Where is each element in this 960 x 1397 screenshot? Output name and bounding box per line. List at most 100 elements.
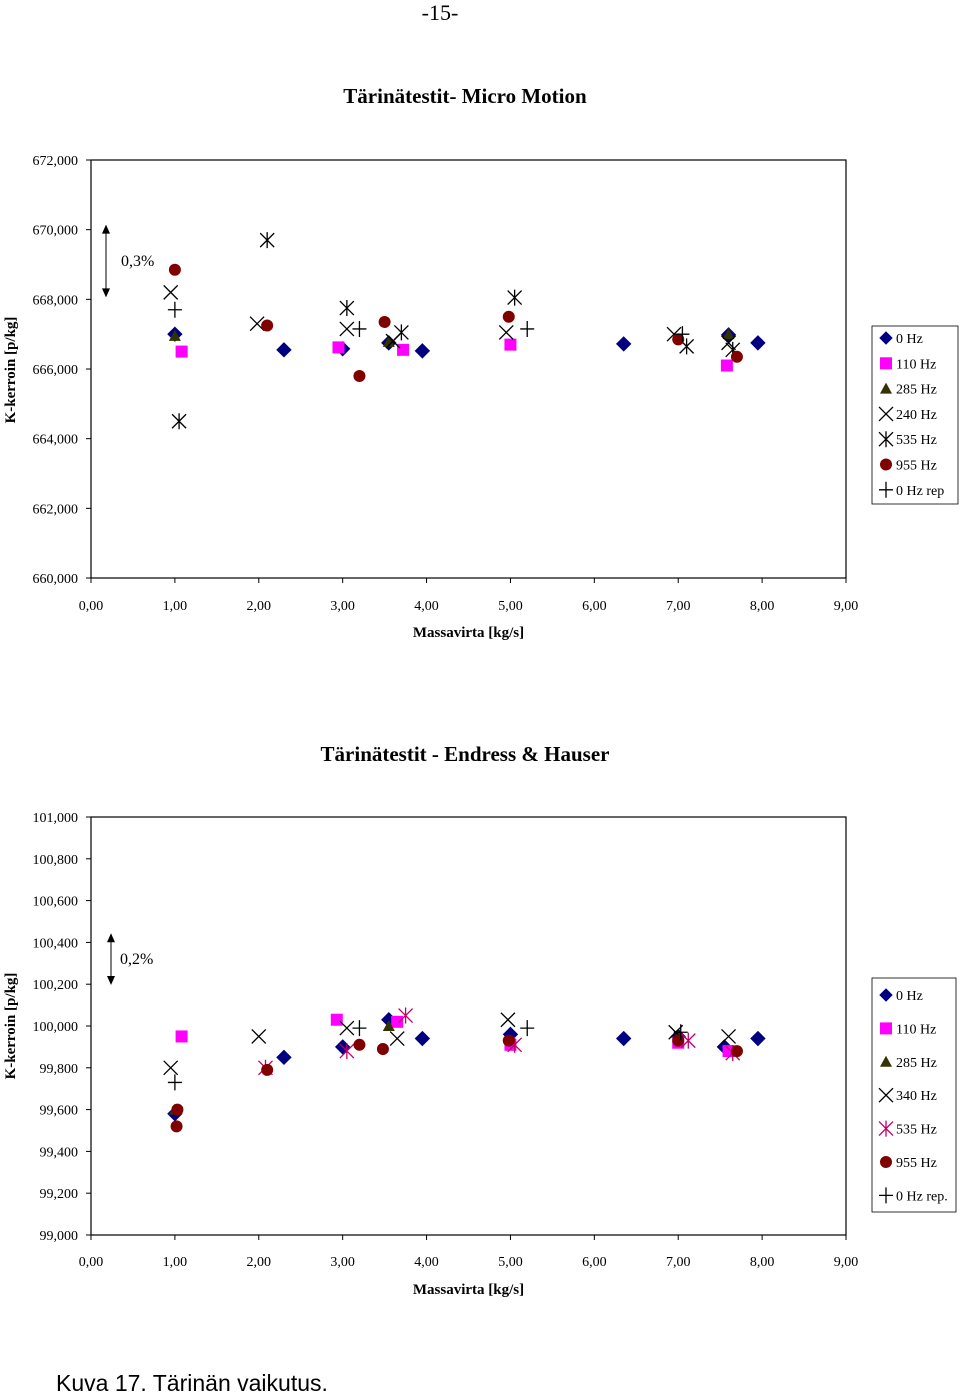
chart2-annotation-arrow-up: [107, 933, 115, 943]
chart2-ytick-label: 100,200: [33, 978, 79, 993]
chart2-point-955-hz: [171, 1103, 184, 1116]
chart2-point-955-hz: [502, 1034, 515, 1047]
chart2-xtick-label: 3,00: [330, 1255, 355, 1270]
chart2-point-340-hz-shape: [339, 1020, 355, 1036]
chart2-point-340-hz: [389, 1031, 405, 1046]
chart2-point-110-hz-shape: [391, 1015, 404, 1028]
chart2-point-955-hz-shape: [376, 1042, 389, 1055]
chart1-legend-marker-240-hz: [878, 406, 894, 422]
chart2-point-955-hz-shape: [261, 1063, 274, 1076]
chart1-legend-label-110-hz: 110 Hz: [896, 357, 936, 372]
chart1-point-240-hz-shape: [339, 321, 355, 337]
chart1-legend-marker-110-hz: [880, 357, 892, 370]
chart1-point-285-hz: [722, 328, 735, 340]
chart1-point-110-hz: [397, 343, 410, 356]
chart1-xtick-label: 9,00: [834, 599, 859, 614]
chart2-point-0-hz-shape: [750, 1030, 766, 1047]
chart2-point-0-hz-rep: [167, 1074, 182, 1091]
chart2-annotation-label: 0,2%: [120, 951, 153, 968]
chart1-point-0-hz: [414, 343, 431, 359]
chart2-point-0-hz: [414, 1030, 431, 1047]
chart2-point-0-hz: [615, 1030, 632, 1047]
chart1-point-240-hz: [339, 321, 355, 337]
chart1-title: Tärinätestit- Micro Motion: [343, 84, 587, 108]
chart2-point-110-hz-shape: [330, 1013, 343, 1026]
chart2-ytick-label: 100,600: [33, 895, 79, 910]
chart1-point-240-hz-shape: [498, 324, 514, 340]
chart1-point-0-hz-rep: [352, 320, 367, 337]
chart2-point-0-hz-shape: [615, 1030, 632, 1047]
chart2-point-340-hz-shape: [251, 1028, 267, 1044]
chart1-legend-marker-285-hz: [880, 382, 892, 394]
chart2-ytick-label: 101,000: [33, 811, 79, 826]
chart1-point-285-hz-shape: [722, 328, 735, 340]
chart1-y-axis-label: K-kerroin [p/kg]: [3, 317, 19, 424]
chart1-ytick-label: 670,000: [33, 224, 79, 239]
chart2-xtick-label: 8,00: [750, 1255, 775, 1270]
chart2-title: Tärinätestit - Endress & Hauser: [321, 742, 610, 766]
chart1-legend-marker-0-hz-rep-shape: [879, 481, 893, 498]
chart2-legend-label-0-hz-rep: 0 Hz rep.: [896, 1189, 948, 1204]
chart1-point-110-hz-shape: [720, 359, 733, 372]
chart2-legend-marker-0-hz-shape: [879, 988, 893, 1002]
chart1-legend-label-240-hz: 240 Hz: [896, 408, 937, 423]
chart2-series-955-hz: [170, 1034, 743, 1133]
chart2-point-955-hz: [170, 1120, 183, 1133]
chart2-legend-marker-285-hz: [880, 1055, 892, 1067]
chart1-point-955-hz-shape: [168, 263, 181, 276]
chart1-xtick-label: 2,00: [247, 599, 272, 614]
chart2-point-340-hz-shape: [163, 1060, 179, 1076]
chart1-point-535-hz: [171, 413, 187, 430]
chart1-ytick-label: 666,000: [33, 363, 79, 378]
chart2-point-0-hz-shape: [276, 1049, 292, 1066]
chart2-point-110-hz-shape: [175, 1030, 188, 1043]
chart1-point-0-hz-rep-shape: [675, 326, 690, 343]
chart2-point-0-hz-rep: [352, 1020, 367, 1037]
chart1-legend-marker-0-hz-shape: [879, 331, 893, 345]
chart2-ytick-label: 100,000: [33, 1020, 79, 1035]
chart1-point-955-hz: [730, 350, 743, 363]
chart2-series-0-hz: [167, 1012, 766, 1122]
chart1-point-535-hz-shape: [171, 413, 187, 430]
chart2-point-0-hz-rep-shape: [673, 1024, 688, 1041]
chart2-legend-marker-0-hz-rep-shape: [879, 1187, 893, 1204]
chart2-legend-marker-0-hz-rep: [879, 1187, 893, 1204]
chart1-point-0-hz: [276, 342, 292, 358]
chart2-point-535-hz-shape: [339, 1043, 355, 1060]
chart2-legend-marker-535-hz-shape: [878, 1120, 894, 1137]
chart1-point-240-hz-shape: [249, 316, 265, 332]
endress-hauser-chart: Tärinätestit - Endress & Hauser 99,000 99,…: [3, 742, 957, 1298]
chart2-legend-marker-955-hz: [880, 1156, 892, 1168]
chart2-point-955-hz: [261, 1063, 274, 1076]
chart2-point-955-hz-shape: [353, 1038, 366, 1051]
chart1-point-110-hz-shape: [332, 341, 345, 354]
chart1-legend-marker-0-hz: [879, 331, 893, 345]
chart1-point-110-hz: [332, 341, 345, 354]
chart1-xtick-label: 7,00: [666, 599, 691, 614]
micro-motion-chart: Tärinätestit- Micro Motion 660,000 662,000…: [3, 84, 959, 641]
chart2-legend-label-535-hz: 535 Hz: [896, 1123, 937, 1138]
chart2-point-535-hz-shape: [398, 1007, 414, 1024]
chart2-point-340-hz: [339, 1020, 355, 1036]
chart1-point-0-hz-rep: [167, 301, 182, 318]
chart2-point-955-hz-shape: [170, 1120, 183, 1133]
chart1-point-955-hz: [378, 315, 391, 328]
chart1-series-110-hz: [175, 338, 733, 372]
chart1-point-240-hz: [249, 316, 265, 332]
chart2-point-955-hz-shape: [672, 1034, 685, 1047]
chart1-ytick-label: 662,000: [33, 502, 79, 517]
chart1-point-240-hz-shape: [163, 284, 179, 300]
chart1-point-955-hz-shape: [672, 333, 685, 346]
chart2-point-0-hz-rep: [673, 1024, 688, 1041]
chart1-legend-marker-110-hz-shape: [880, 357, 892, 370]
chart1-point-285-hz: [168, 329, 181, 341]
chart1-point-0-hz: [615, 336, 632, 352]
chart2-xtick-label: 2,00: [247, 1255, 272, 1270]
chart2-legend-marker-955-hz-shape: [880, 1156, 892, 1168]
figure-caption: Kuva 17. Tärinän vaikutus.: [56, 1370, 328, 1396]
chart2-point-340-hz: [721, 1028, 737, 1044]
chart1-point-110-hz: [175, 345, 188, 358]
chart2-point-955-hz: [730, 1045, 743, 1058]
chart2-point-285-hz-shape: [382, 1020, 395, 1031]
chart1-ytick-label: 660,000: [33, 572, 79, 587]
